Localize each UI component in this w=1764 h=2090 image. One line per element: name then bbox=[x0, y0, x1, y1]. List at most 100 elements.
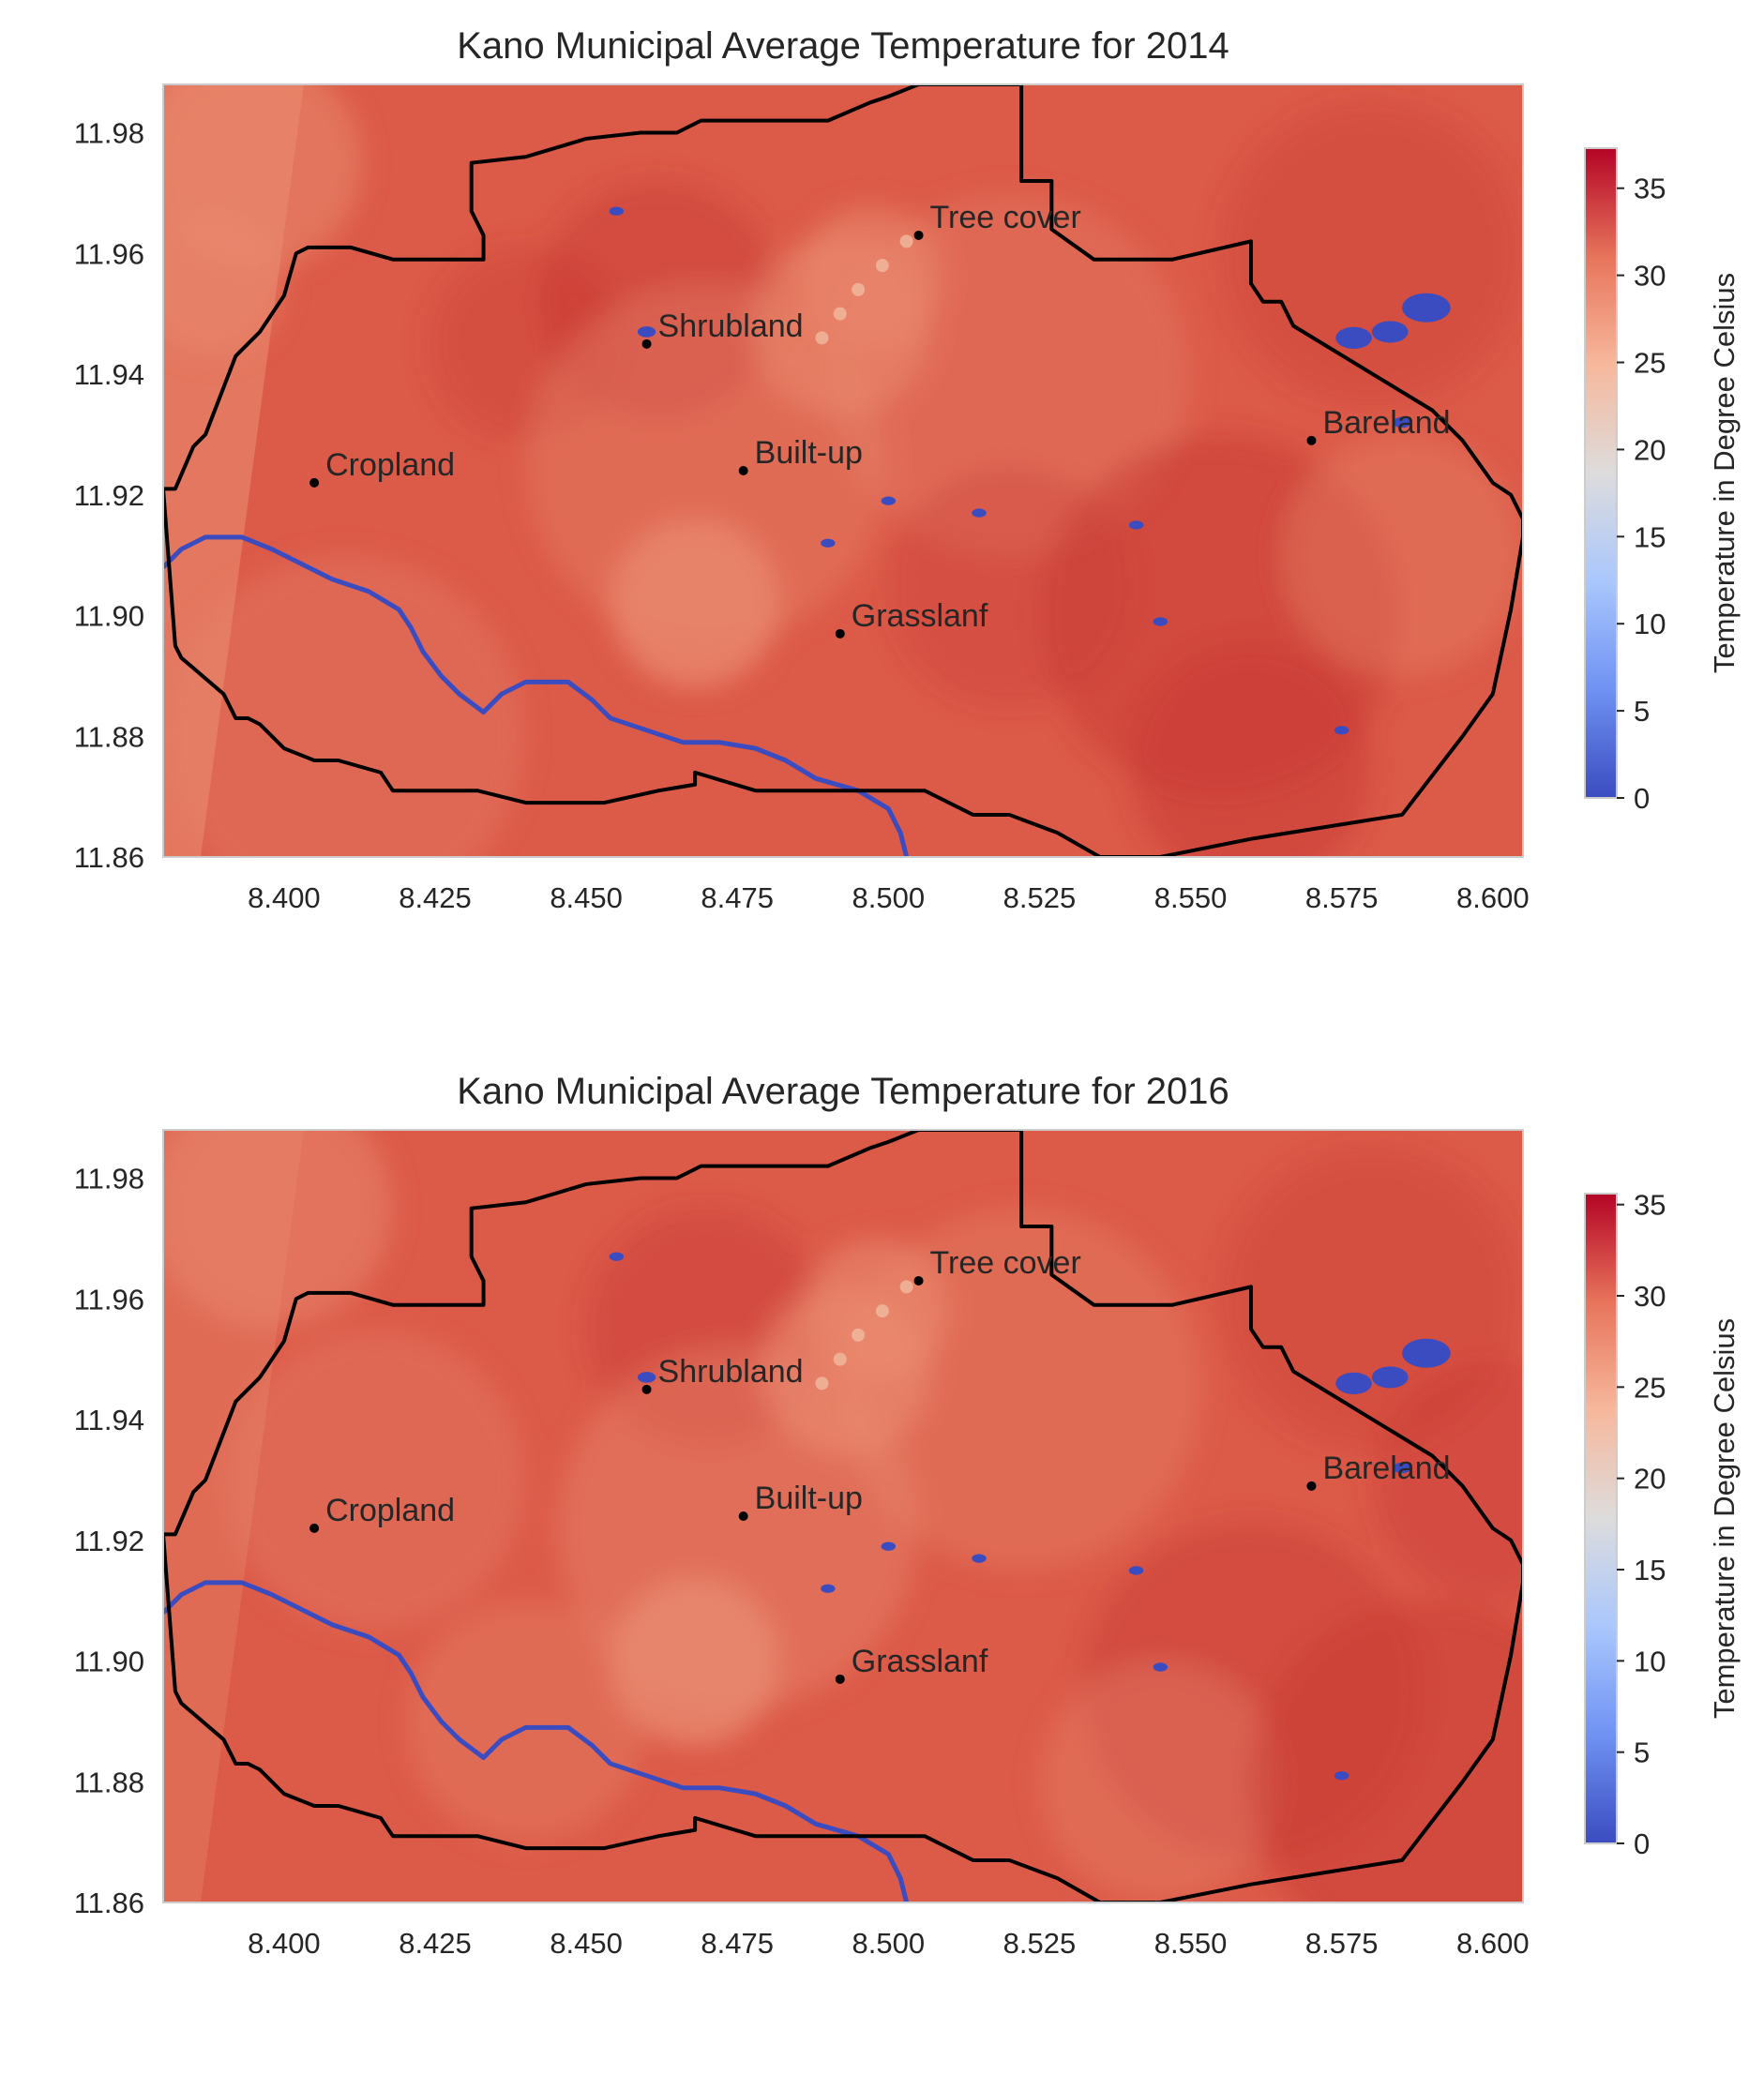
x-tick-label: 8.475 bbox=[701, 1927, 774, 1960]
temperature-patch bbox=[1371, 1359, 1523, 1601]
temperature-patch bbox=[1039, 1661, 1282, 1902]
y-tick-label: 11.86 bbox=[74, 1887, 144, 1919]
municipal-boundary bbox=[163, 1130, 1523, 1902]
y-tick-label: 11.86 bbox=[74, 841, 144, 874]
temperature-patch bbox=[223, 1329, 526, 1631]
hot-spot bbox=[815, 1376, 829, 1391]
temperature-patch bbox=[163, 555, 526, 857]
water-spot bbox=[881, 1541, 897, 1551]
x-tick-label: 8.550 bbox=[1154, 1927, 1228, 1960]
water-spot bbox=[821, 1584, 836, 1593]
heatmap-layer bbox=[163, 84, 1523, 857]
x-tick-label: 8.425 bbox=[399, 1927, 472, 1960]
water-spot bbox=[637, 1372, 656, 1383]
colorbar-tick-label: 25 bbox=[1634, 347, 1666, 380]
y-tick-label: 11.98 bbox=[74, 117, 144, 150]
landcover-point bbox=[641, 338, 652, 349]
river-line bbox=[163, 534, 910, 857]
water-spot bbox=[1335, 1372, 1372, 1394]
landcover-point bbox=[738, 466, 748, 475]
temperature-patch bbox=[1281, 434, 1523, 676]
colorbar bbox=[1584, 1193, 1618, 1844]
map-panel-2014: Kano Municipal Average Temperature for 2… bbox=[74, 25, 1741, 914]
x-tick-label: 8.600 bbox=[1456, 1927, 1530, 1960]
landcover-point bbox=[835, 628, 845, 639]
water-spot bbox=[881, 496, 897, 505]
y-tick-label: 11.92 bbox=[74, 479, 144, 512]
x-tick-label: 8.400 bbox=[248, 1927, 321, 1960]
water-spot bbox=[1393, 1462, 1411, 1474]
y-tick-label: 11.94 bbox=[74, 358, 144, 391]
map-panel-2016: Kano Municipal Average Temperature for 2… bbox=[0, 1045, 1764, 2090]
temperature-patch bbox=[827, 192, 1191, 556]
landcover-label: Built-up bbox=[755, 1481, 863, 1516]
landcover-label: Grasslanf bbox=[852, 598, 988, 634]
temperature-map-2014: Kano Municipal Average Temperature for 2… bbox=[74, 25, 1741, 914]
water-spot bbox=[972, 1554, 987, 1563]
colorbar bbox=[1584, 147, 1618, 799]
water-spot bbox=[1334, 1771, 1349, 1781]
landcover-label: Bareland bbox=[1322, 1451, 1450, 1486]
colorbar-tick-label: 35 bbox=[1634, 1189, 1666, 1222]
water-spot bbox=[1153, 617, 1168, 626]
hot-spot bbox=[875, 1304, 889, 1318]
temperature-patch bbox=[888, 464, 1131, 707]
water-spot bbox=[1128, 1566, 1144, 1575]
water-spot bbox=[1371, 1366, 1409, 1389]
landcover-label: Tree cover bbox=[930, 200, 1081, 235]
temperature-patch bbox=[163, 211, 284, 356]
axes-frame bbox=[162, 83, 1524, 858]
x-tick-label: 8.450 bbox=[550, 881, 623, 914]
hot-spot bbox=[899, 234, 913, 248]
y-tick-label: 11.88 bbox=[74, 720, 144, 753]
water-spot bbox=[1402, 293, 1451, 323]
water-spot bbox=[1335, 326, 1372, 349]
temperature-patch bbox=[610, 519, 780, 688]
colorbar-tick-label: 15 bbox=[1634, 520, 1666, 553]
colorbar-tick-label: 10 bbox=[1634, 608, 1666, 640]
y-tick-label: 11.96 bbox=[74, 1283, 144, 1316]
map-title: Kano Municipal Average Temperature for 2… bbox=[457, 25, 1229, 67]
temperature-patch bbox=[163, 1130, 393, 1330]
hot-spot bbox=[852, 282, 866, 296]
landcover-point bbox=[913, 1275, 924, 1286]
y-tick-label: 11.94 bbox=[74, 1404, 144, 1436]
hot-spot bbox=[899, 1280, 913, 1294]
y-tick-label: 11.90 bbox=[74, 600, 144, 633]
x-tick-label: 8.550 bbox=[1154, 881, 1228, 914]
x-tick-label: 8.575 bbox=[1305, 881, 1379, 914]
temperature-patch bbox=[1220, 102, 1523, 405]
landcover-point bbox=[1306, 1481, 1317, 1491]
landcover-point bbox=[835, 1674, 845, 1684]
hot-spot bbox=[875, 259, 889, 273]
water-spot bbox=[609, 206, 625, 216]
colorbar-tick-label: 20 bbox=[1634, 1463, 1666, 1496]
colorbar-tick-label: 15 bbox=[1634, 1554, 1666, 1586]
colorbar-tick-label: 5 bbox=[1634, 1737, 1650, 1769]
water-spot bbox=[1393, 416, 1411, 429]
landcover-label: Cropland bbox=[325, 447, 455, 483]
water-spot bbox=[1128, 520, 1144, 530]
river-line bbox=[163, 1580, 910, 1902]
landcover-label: Bareland bbox=[1322, 405, 1450, 441]
water-spot bbox=[821, 538, 836, 548]
colorbar-tick-label: 20 bbox=[1634, 433, 1666, 466]
temperature-patch bbox=[1251, 1601, 1523, 1902]
landcover-point bbox=[738, 1511, 748, 1521]
colorbar-label: Temperature in Degree Celsius bbox=[1708, 273, 1741, 673]
temperature-patch bbox=[404, 1601, 647, 1842]
landcover-label: Built-up bbox=[755, 435, 863, 471]
x-tick-label: 8.425 bbox=[399, 881, 472, 914]
colorbar-tick-label: 0 bbox=[1634, 782, 1650, 815]
y-tick-label: 11.90 bbox=[74, 1646, 144, 1678]
y-tick-label: 11.88 bbox=[74, 1766, 144, 1798]
landcover-label: Shrubland bbox=[658, 1354, 804, 1390]
x-tick-label: 8.400 bbox=[248, 881, 321, 914]
colorbar-tick-label: 30 bbox=[1634, 1280, 1666, 1313]
water-spot bbox=[972, 508, 987, 518]
colorbar-tick-label: 0 bbox=[1634, 1827, 1650, 1860]
landcover-point bbox=[641, 1384, 652, 1394]
axes-frame bbox=[162, 1129, 1524, 1903]
water-spot bbox=[1334, 726, 1349, 735]
y-tick-label: 11.92 bbox=[74, 1525, 144, 1557]
